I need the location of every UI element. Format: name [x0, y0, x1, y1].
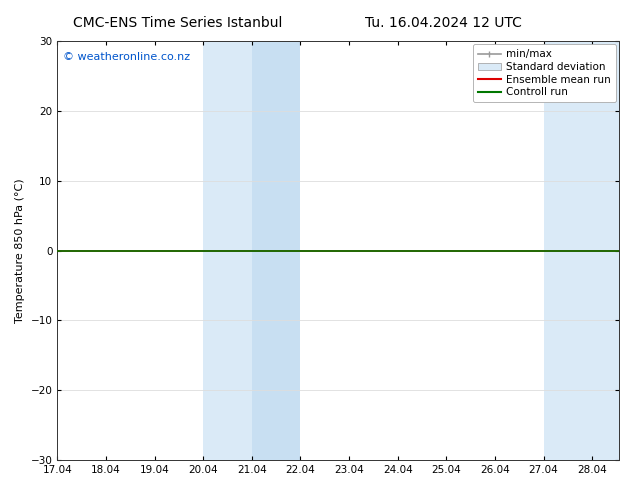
Text: © weatheronline.co.nz: © weatheronline.co.nz: [63, 51, 190, 62]
Bar: [203, 41, 301, 460]
Legend: min/max, Standard deviation, Ensemble mean run, Controll run: min/max, Standard deviation, Ensemble me…: [472, 44, 616, 102]
Bar: [252, 41, 301, 460]
Bar: [543, 41, 619, 460]
Text: CMC-ENS Time Series Istanbul: CMC-ENS Time Series Istanbul: [73, 16, 282, 30]
Y-axis label: Temperature 850 hPa (°C): Temperature 850 hPa (°C): [15, 178, 25, 323]
Text: Tu. 16.04.2024 12 UTC: Tu. 16.04.2024 12 UTC: [365, 16, 522, 30]
